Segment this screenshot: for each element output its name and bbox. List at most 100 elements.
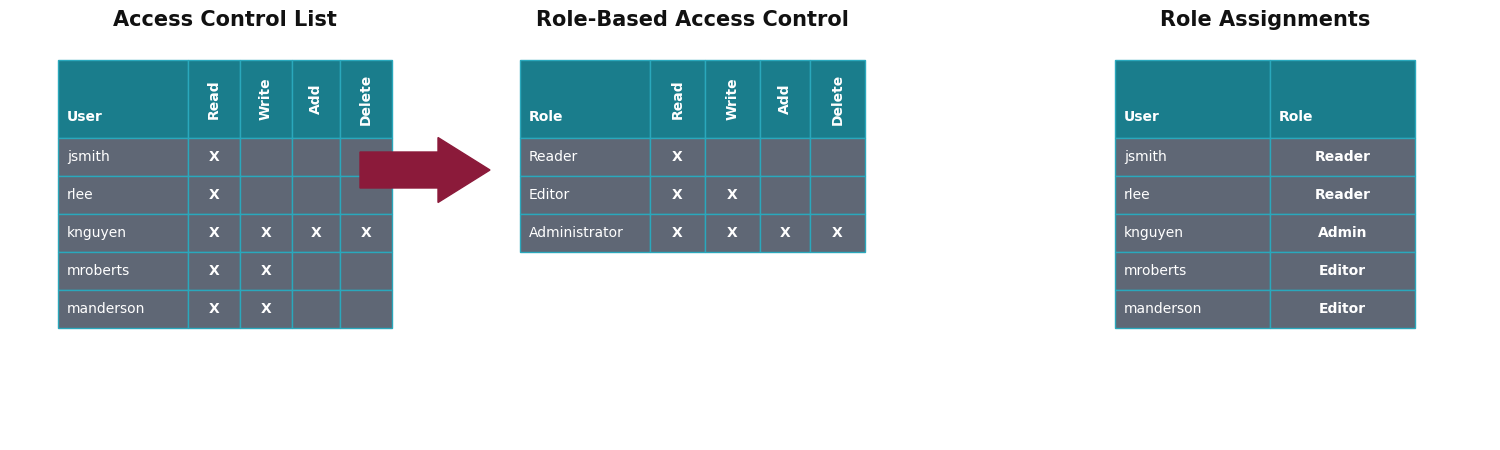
- Text: Editor: Editor: [1318, 264, 1366, 278]
- Text: Access Control List: Access Control List: [112, 10, 338, 30]
- Bar: [810, 176, 865, 214]
- Text: X: X: [209, 188, 219, 202]
- Text: Write: Write: [726, 78, 740, 120]
- Bar: [188, 138, 240, 176]
- Bar: [810, 138, 865, 176]
- Bar: [650, 60, 705, 138]
- Text: Write: Write: [260, 78, 273, 120]
- Bar: [292, 60, 340, 138]
- Bar: [1270, 60, 1414, 138]
- Bar: [58, 214, 188, 252]
- Text: X: X: [261, 302, 272, 316]
- Text: Delete: Delete: [831, 73, 844, 125]
- Text: Delete: Delete: [358, 73, 374, 125]
- Text: knguyen: knguyen: [1124, 226, 1184, 240]
- Bar: [520, 176, 650, 214]
- Bar: [340, 60, 392, 138]
- Text: Reader: Reader: [1314, 188, 1371, 202]
- Bar: [58, 252, 188, 290]
- Text: Read: Read: [207, 79, 220, 119]
- Text: X: X: [728, 188, 738, 202]
- Text: manderson: manderson: [1124, 302, 1203, 316]
- Bar: [810, 60, 865, 138]
- Bar: [340, 214, 392, 252]
- Bar: [340, 176, 392, 214]
- Text: User: User: [68, 110, 104, 124]
- Text: X: X: [360, 226, 372, 240]
- Text: Administrator: Administrator: [530, 226, 624, 240]
- Text: Editor: Editor: [530, 188, 570, 202]
- Text: User: User: [1124, 110, 1160, 124]
- Bar: [705, 214, 760, 252]
- Bar: [1114, 176, 1270, 214]
- Bar: [1114, 214, 1270, 252]
- Bar: [240, 214, 292, 252]
- Text: X: X: [209, 150, 219, 164]
- Bar: [520, 60, 650, 138]
- Bar: [292, 214, 340, 252]
- Text: X: X: [833, 226, 843, 240]
- Bar: [1114, 290, 1270, 328]
- Bar: [188, 252, 240, 290]
- Bar: [705, 138, 760, 176]
- Bar: [340, 138, 392, 176]
- Bar: [520, 214, 650, 252]
- Text: Role: Role: [1280, 110, 1314, 124]
- Bar: [292, 252, 340, 290]
- Bar: [240, 252, 292, 290]
- Bar: [240, 60, 292, 138]
- Text: Add: Add: [309, 84, 322, 114]
- Text: Reader: Reader: [530, 150, 579, 164]
- Text: jsmith: jsmith: [1124, 150, 1167, 164]
- Bar: [1270, 214, 1414, 252]
- Bar: [58, 290, 188, 328]
- Bar: [340, 252, 392, 290]
- Text: mroberts: mroberts: [68, 264, 130, 278]
- Text: rlee: rlee: [1124, 188, 1150, 202]
- Text: X: X: [780, 226, 790, 240]
- FancyArrow shape: [360, 138, 490, 202]
- Text: jsmith: jsmith: [68, 150, 110, 164]
- Bar: [650, 214, 705, 252]
- Bar: [650, 138, 705, 176]
- Bar: [1270, 176, 1414, 214]
- Text: X: X: [672, 188, 682, 202]
- Text: X: X: [261, 264, 272, 278]
- Text: Editor: Editor: [1318, 302, 1366, 316]
- Bar: [1114, 138, 1270, 176]
- Bar: [760, 138, 810, 176]
- Bar: [760, 60, 810, 138]
- Bar: [1114, 60, 1270, 138]
- Text: manderson: manderson: [68, 302, 146, 316]
- Bar: [810, 214, 865, 252]
- Text: X: X: [672, 226, 682, 240]
- Text: Admin: Admin: [1317, 226, 1368, 240]
- Text: X: X: [310, 226, 321, 240]
- Text: X: X: [209, 302, 219, 316]
- Bar: [240, 290, 292, 328]
- Text: knguyen: knguyen: [68, 226, 128, 240]
- Text: Read: Read: [670, 79, 684, 119]
- Bar: [292, 176, 340, 214]
- Text: X: X: [209, 226, 219, 240]
- Bar: [58, 60, 188, 138]
- Bar: [188, 290, 240, 328]
- Text: Role Assignments: Role Assignments: [1160, 10, 1370, 30]
- Bar: [705, 60, 760, 138]
- Text: X: X: [261, 226, 272, 240]
- Bar: [188, 214, 240, 252]
- Text: mroberts: mroberts: [1124, 264, 1188, 278]
- Text: X: X: [209, 264, 219, 278]
- Bar: [240, 138, 292, 176]
- Bar: [58, 138, 188, 176]
- Bar: [760, 214, 810, 252]
- Bar: [188, 60, 240, 138]
- Text: rlee: rlee: [68, 188, 93, 202]
- Bar: [292, 290, 340, 328]
- Text: Reader: Reader: [1314, 150, 1371, 164]
- Bar: [188, 176, 240, 214]
- Bar: [1270, 252, 1414, 290]
- Bar: [340, 290, 392, 328]
- Bar: [1270, 138, 1414, 176]
- Bar: [292, 138, 340, 176]
